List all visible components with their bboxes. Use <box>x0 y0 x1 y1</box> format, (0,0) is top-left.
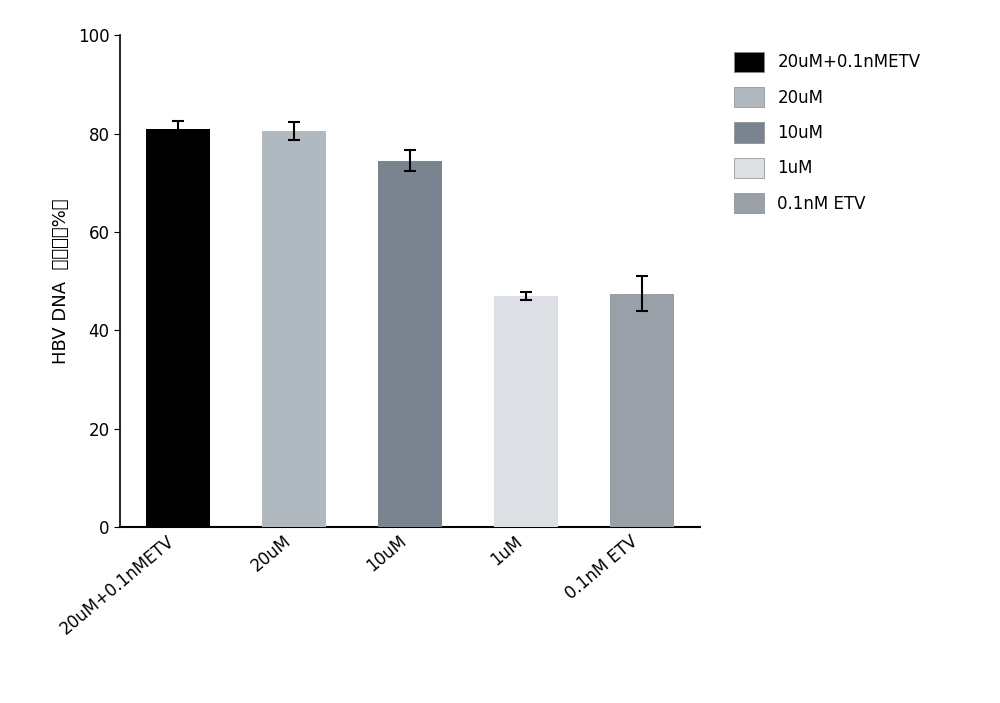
Bar <box>494 296 558 527</box>
Legend: 20uM+0.1nMETV, 20uM, 10uM, 1uM, 0.1nM ETV: 20uM+0.1nMETV, 20uM, 10uM, 1uM, 0.1nM ET… <box>726 44 929 222</box>
Bar <box>262 131 326 527</box>
Y-axis label: HBV DNA  抑制率（%）: HBV DNA 抑制率（%） <box>52 198 70 364</box>
Bar <box>378 160 442 527</box>
Bar <box>146 129 210 527</box>
Bar <box>610 294 674 527</box>
